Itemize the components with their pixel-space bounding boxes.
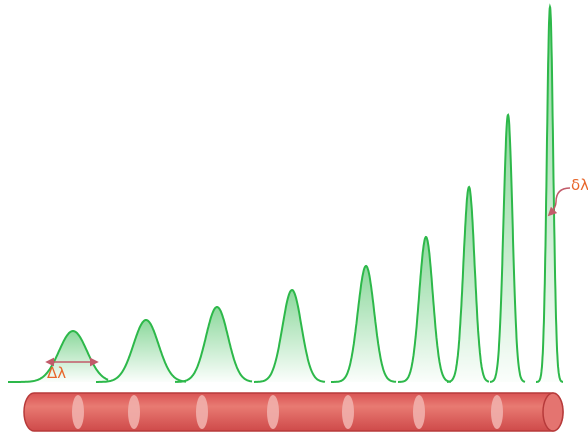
pulse-2 — [96, 319, 186, 383]
pulse-fill — [254, 290, 325, 382]
pulse-fill — [398, 237, 451, 382]
fiber-sections — [72, 395, 503, 429]
narrow-width-label: δλ — [571, 176, 588, 194]
narrow-width-annotation: δλ — [547, 176, 588, 217]
pulse-fill — [447, 187, 489, 382]
fiber-section-3 — [196, 395, 208, 429]
fiber-body — [23, 392, 564, 432]
pulse-sequence — [8, 3, 564, 383]
optical-fiber — [23, 392, 564, 432]
fiber-section-4 — [267, 395, 279, 429]
pulse-8 — [490, 113, 526, 383]
fiber-section-5 — [342, 395, 354, 429]
pulse-4 — [254, 288, 326, 383]
fiber-section-2 — [128, 395, 140, 429]
pulse-curve — [331, 264, 397, 383]
pulse-curve — [398, 235, 451, 383]
pulse-3 — [175, 306, 253, 383]
pulse-fill — [536, 7, 563, 382]
fiber-section-1 — [72, 395, 84, 429]
fiber-section-7 — [491, 395, 503, 429]
pulse-6 — [398, 235, 451, 383]
pulse-curve — [254, 288, 326, 383]
pulse-curve — [447, 185, 490, 383]
pulse-curve — [96, 319, 186, 383]
pulse-curve — [490, 113, 526, 383]
pulse-fill — [96, 320, 186, 382]
pulse-fill — [490, 115, 525, 382]
pulse-9 — [536, 3, 564, 383]
wide-width-label: Δλ — [47, 364, 66, 382]
pulse-fill — [331, 266, 396, 382]
pulse-5 — [331, 264, 397, 383]
fiber-section-6 — [413, 395, 425, 429]
pulse-fill — [175, 307, 252, 382]
pulse-curve — [175, 306, 253, 383]
narrow-width-arrow — [547, 187, 571, 217]
wide-width-annotation: Δλ — [45, 357, 99, 382]
pulse-curve — [536, 3, 564, 383]
pulse-7 — [447, 185, 490, 383]
fiber-end-cap — [542, 392, 564, 432]
